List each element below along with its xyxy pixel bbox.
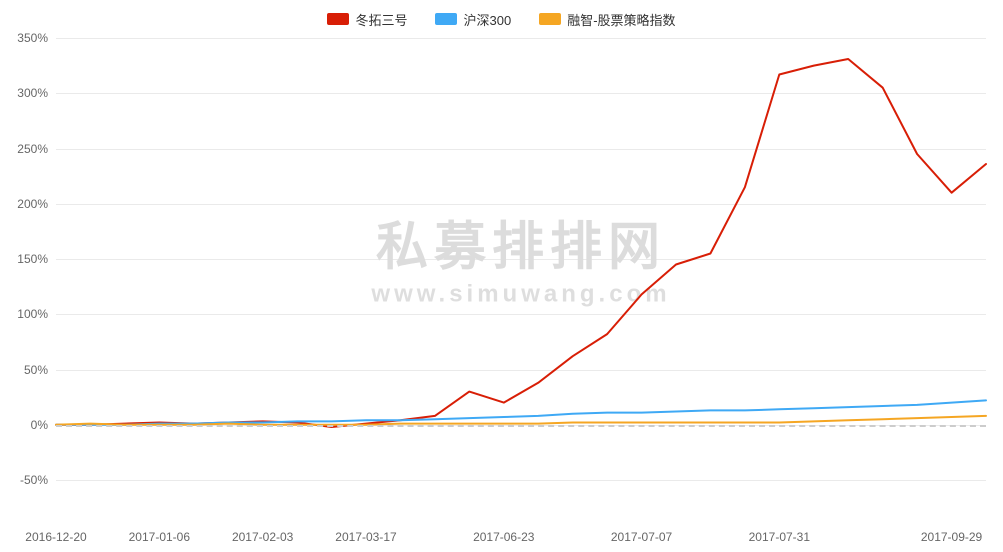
legend-label-0: 冬拓三号 bbox=[355, 10, 407, 29]
legend-swatch-2 bbox=[539, 13, 561, 25]
x-tick-label: 2017-03-17 bbox=[335, 530, 396, 544]
legend-label-1: 沪深300 bbox=[463, 10, 511, 29]
legend-item-0: 冬拓三号 bbox=[327, 10, 407, 29]
y-tick-label: -50% bbox=[20, 473, 48, 487]
legend: 冬拓三号 沪深300 融智-股票策略指数 bbox=[0, 0, 1003, 30]
x-tick-label: 2017-02-03 bbox=[232, 530, 293, 544]
legend-label-2: 融智-股票策略指数 bbox=[567, 10, 675, 29]
y-tick-label: 50% bbox=[24, 363, 48, 377]
x-tick-label: 2017-01-06 bbox=[129, 530, 190, 544]
y-tick-label: 250% bbox=[17, 142, 48, 156]
y-tick-label: 0% bbox=[31, 418, 48, 432]
legend-swatch-0 bbox=[327, 13, 349, 25]
x-tick-label: 2016-12-20 bbox=[25, 530, 86, 544]
plot-area: 私募排排网 www.simuwang.com bbox=[56, 38, 986, 508]
y-tick-label: 300% bbox=[17, 86, 48, 100]
legend-item-2: 融智-股票策略指数 bbox=[539, 10, 675, 29]
legend-swatch-1 bbox=[435, 13, 457, 25]
series-line bbox=[56, 59, 986, 427]
chart-container: 冬拓三号 沪深300 融智-股票策略指数 -50% 0% 50% 100% 150% 20… bbox=[0, 0, 1003, 552]
x-tick-label: 2017-07-07 bbox=[611, 530, 672, 544]
x-tick-label: 2017-09-29 bbox=[921, 530, 982, 544]
x-tick-label: 2017-06-23 bbox=[473, 530, 534, 544]
y-axis: -50%0%50%100%150%200%250%300%350% bbox=[0, 38, 56, 508]
chart-svg bbox=[56, 38, 986, 508]
y-tick-label: 350% bbox=[17, 31, 48, 45]
y-tick-label: 200% bbox=[17, 197, 48, 211]
y-tick-label: 150% bbox=[17, 252, 48, 266]
y-tick-label: 100% bbox=[17, 307, 48, 321]
x-tick-label: 2017-07-31 bbox=[749, 530, 810, 544]
zero-line bbox=[56, 425, 986, 427]
x-axis: 2016-12-202017-01-062017-02-032017-03-17… bbox=[56, 524, 986, 552]
legend-item-1: 沪深300 bbox=[435, 10, 511, 29]
